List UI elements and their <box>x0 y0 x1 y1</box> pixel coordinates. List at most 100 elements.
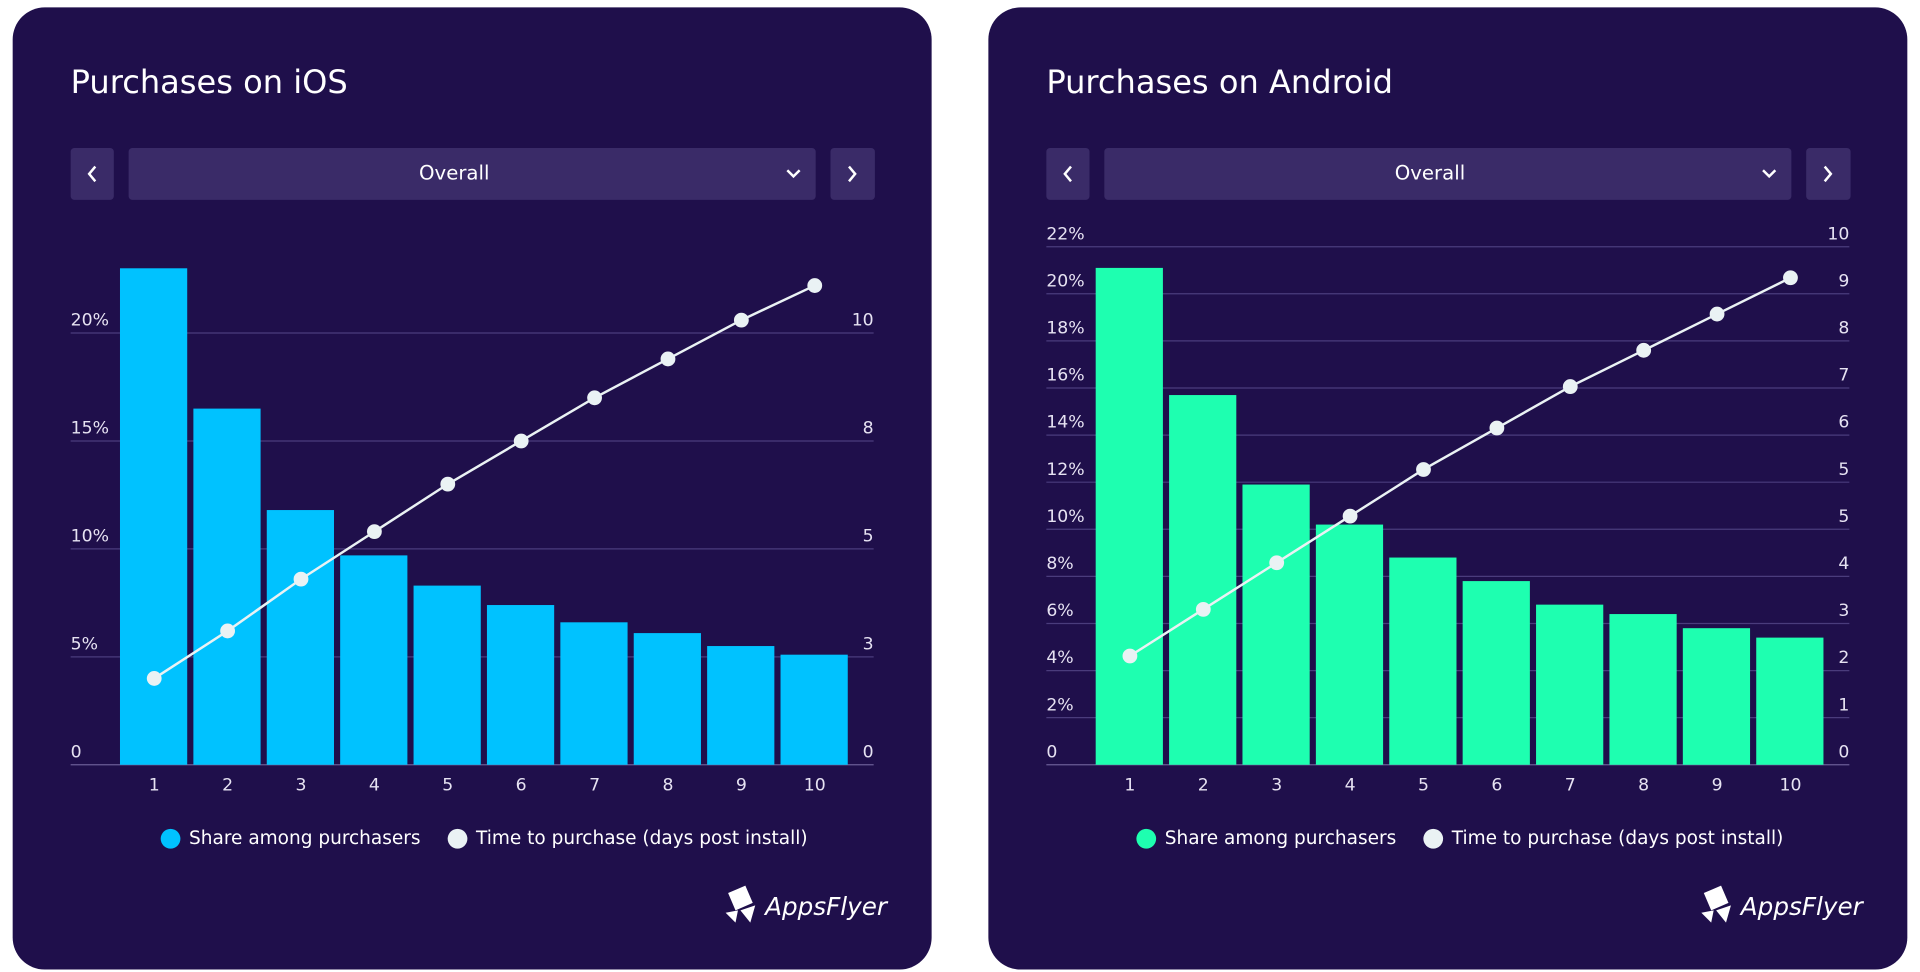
y-tick-label: 2% <box>1046 695 1073 715</box>
point <box>1122 648 1138 664</box>
y2-tick-label: 2 <box>1838 648 1849 668</box>
dropdown[interactable] <box>128 148 816 200</box>
y-tick-label: 10% <box>71 527 109 547</box>
bar <box>1536 604 1604 765</box>
y2-tick-label: 5 <box>863 527 874 547</box>
x-tick-label: 8 <box>1638 776 1649 796</box>
bar <box>560 622 628 765</box>
point <box>807 278 823 293</box>
point <box>1489 420 1505 436</box>
y-tick-label: 6% <box>1046 601 1073 621</box>
point <box>733 312 749 328</box>
bar <box>1389 557 1457 765</box>
bar <box>1756 637 1824 765</box>
x-tick-label: 8 <box>662 776 673 796</box>
y-tick-label: 8% <box>1046 554 1073 574</box>
x-tick-label: 7 <box>589 776 600 796</box>
y-tick-label: 22% <box>1046 224 1084 244</box>
point <box>293 571 309 587</box>
bar <box>486 605 555 765</box>
y2-tick-label: 8 <box>1838 319 1849 339</box>
line <box>1129 276 1792 658</box>
dropdown-icon <box>786 169 801 179</box>
x-tick-label: 6 <box>1491 776 1502 796</box>
point <box>1269 555 1285 571</box>
point <box>1416 462 1431 477</box>
y-tick-label: 18% <box>1046 319 1084 339</box>
next-button[interactable] <box>830 148 875 200</box>
bar <box>1682 628 1751 765</box>
next-icon <box>1823 165 1833 183</box>
legend-marker <box>1136 828 1157 849</box>
y2-tick-label: 3 <box>863 635 874 655</box>
x-tick-label: 2 <box>1198 776 1209 796</box>
legend-label: Time to purchase (days post install) <box>1451 828 1784 849</box>
y-tick-label: 20% <box>1046 271 1084 291</box>
bar <box>1609 614 1677 765</box>
prev-button[interactable] <box>70 148 114 200</box>
chart-title: Purchases on Android <box>1046 63 1393 101</box>
y-tick-label: 5% <box>71 635 98 655</box>
dropdown[interactable] <box>1104 148 1792 200</box>
y2-tick-label: 7 <box>1838 366 1849 386</box>
bar <box>1095 267 1163 765</box>
bar <box>266 510 334 765</box>
bar <box>1169 395 1237 765</box>
dropdown-label: Overall <box>419 161 489 184</box>
y2-tick-label: 0 <box>1838 742 1849 762</box>
x-tick-label: 2 <box>222 776 233 796</box>
prev-button[interactable] <box>1046 148 1090 200</box>
bar <box>1242 484 1310 765</box>
point <box>1709 306 1725 322</box>
x-tick-label: 6 <box>516 776 527 796</box>
y2-tick-label: 5 <box>1838 460 1849 480</box>
x-tick-label: 1 <box>149 776 160 796</box>
point <box>1783 270 1798 286</box>
x-tick-label: 3 <box>296 776 307 796</box>
y2-tick-label: 4 <box>1838 554 1849 574</box>
point <box>1562 379 1578 394</box>
y-tick-label: 12% <box>1046 460 1084 480</box>
bar <box>340 555 408 765</box>
bar <box>119 268 188 765</box>
point <box>1195 601 1211 617</box>
chart: 0 2% 4% 6% 8% 10% 12% 14% 16% 18% 20% 22% 0 1 2 3 4 5 5 6 7 8… <box>1046 224 1849 849</box>
y-tick-label: 16% <box>1046 366 1084 386</box>
x-tick-label: 7 <box>1565 776 1576 796</box>
bar <box>413 585 481 765</box>
y-tick-label: 4% <box>1046 648 1073 668</box>
point <box>440 476 456 492</box>
x-tick-label: 5 <box>1418 776 1429 796</box>
bar <box>707 646 775 765</box>
x-tick-label: 9 <box>736 776 747 796</box>
chart-title: Purchases on iOS <box>71 63 348 101</box>
y2-tick-label: 8 <box>863 419 874 439</box>
point <box>1636 342 1652 358</box>
next-icon <box>848 165 857 183</box>
logo-text: AppsFlyer <box>763 892 889 921</box>
legend-label: Share among purchasers <box>1165 828 1396 849</box>
y-tick-label: 20% <box>71 311 109 331</box>
legend-marker <box>1423 828 1444 849</box>
x-tick-label: 4 <box>1345 776 1356 796</box>
point <box>366 524 382 540</box>
x-tick-label: 10 <box>804 776 826 796</box>
next-button[interactable] <box>1806 148 1851 200</box>
point <box>513 433 529 449</box>
dropdown-icon <box>1762 169 1777 179</box>
point <box>146 671 162 686</box>
x-tick-label: 4 <box>369 776 380 796</box>
y-tick-label: 0 <box>1046 742 1057 762</box>
line <box>153 284 816 680</box>
y-tick-label: 0 <box>71 742 82 762</box>
logo-icon <box>725 885 756 923</box>
y2-tick-label: 6 <box>1838 413 1849 433</box>
prev-icon <box>87 165 97 183</box>
bar <box>1462 581 1530 765</box>
x-tick-label: 3 <box>1271 776 1282 796</box>
logo-icon <box>1701 885 1731 923</box>
legend-marker <box>160 828 181 849</box>
x-tick-label: 10 <box>1779 776 1801 796</box>
